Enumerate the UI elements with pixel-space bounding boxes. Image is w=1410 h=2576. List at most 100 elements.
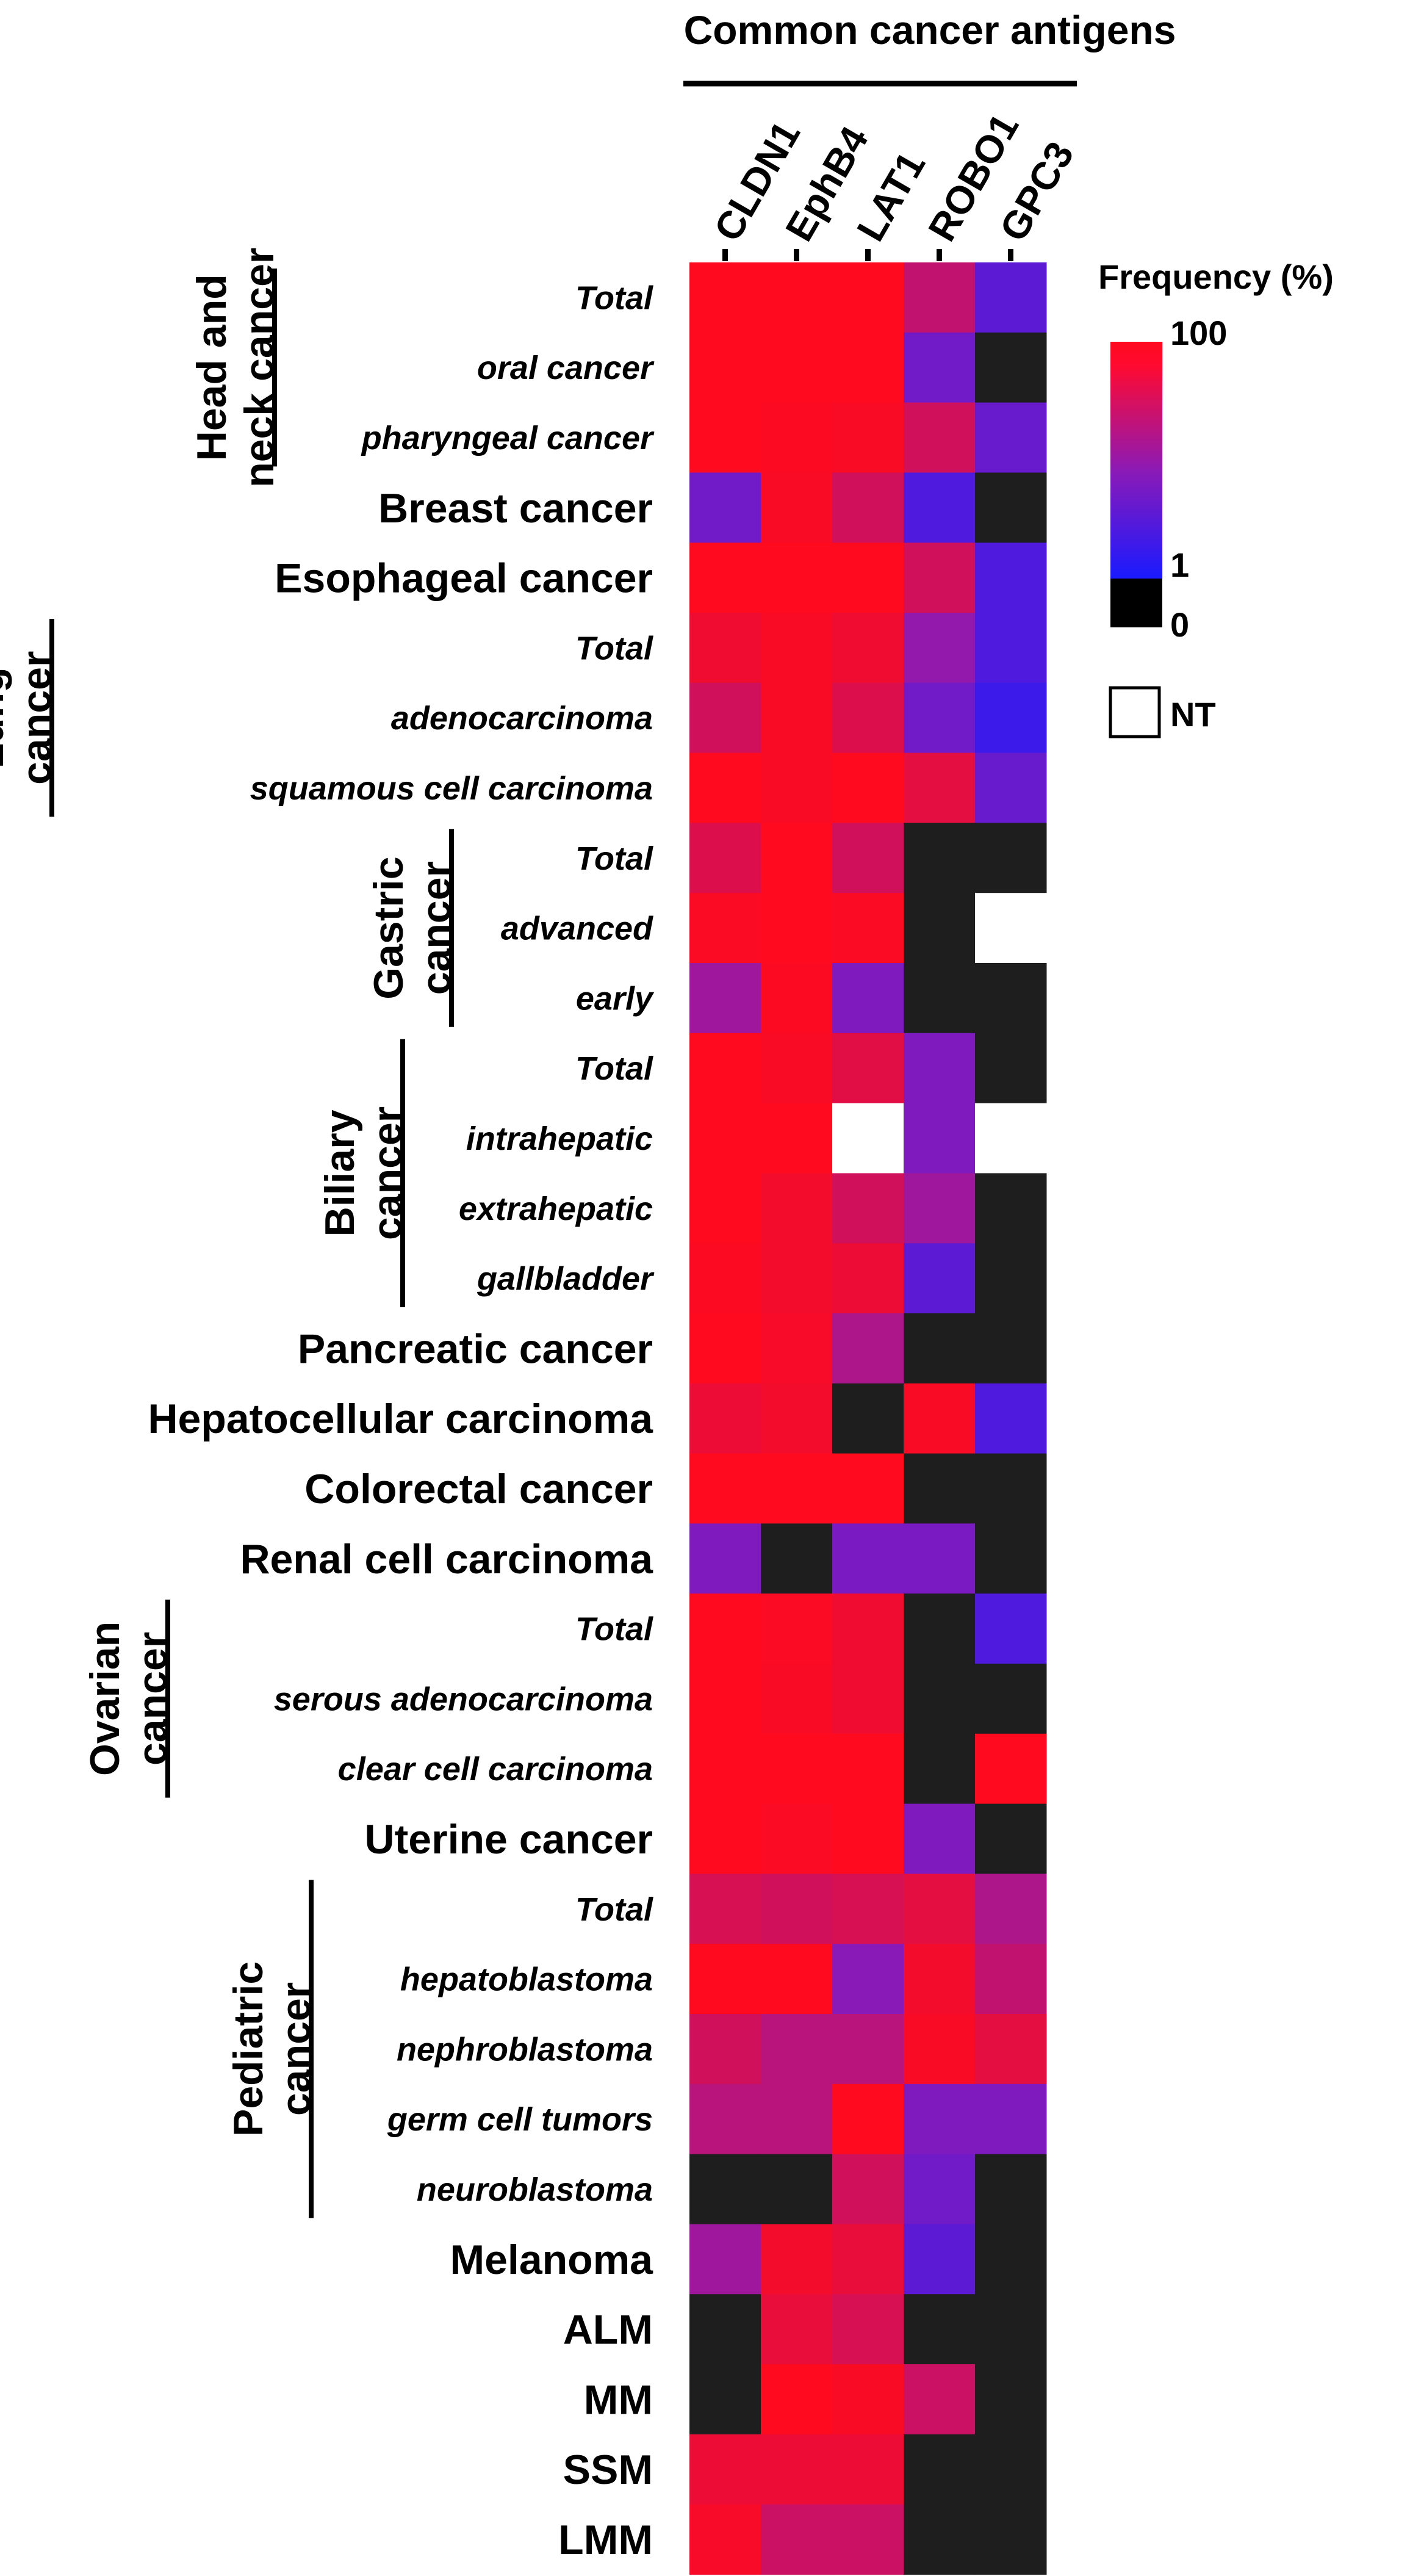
heatmap-cell [689, 823, 761, 893]
heatmap-cell [761, 2084, 833, 2155]
row-label: Total [575, 280, 653, 316]
heatmap-cell [975, 1383, 1047, 1454]
heatmap-cell [832, 402, 904, 473]
heatmap-cell [689, 1313, 761, 1384]
heatmap-cell [689, 1243, 761, 1314]
heatmap-cell [832, 1803, 904, 1874]
heatmap-cell [689, 1944, 761, 2015]
heatmap-cell [975, 262, 1047, 333]
heatmap-cell [975, 1173, 1047, 1244]
heatmap-cell [761, 1874, 833, 1944]
heatmap-cell [832, 2504, 904, 2575]
heatmap-cell [975, 1523, 1047, 1594]
heatmap-cell [975, 402, 1047, 473]
heatmap-cell [975, 613, 1047, 684]
heatmap-cell [832, 1593, 904, 1664]
row-label: pharyngeal cancer [361, 420, 655, 456]
heatmap-cell [689, 613, 761, 684]
heatmap-cell [832, 2084, 904, 2155]
heatmap-cell [904, 1313, 976, 1384]
group-label: Head andneck cancer [189, 248, 282, 488]
heatmap-cell [761, 613, 833, 684]
legend-max-label: 100 [1170, 314, 1227, 352]
heatmap-cell [975, 2504, 1047, 2575]
heatmap-cell [904, 2294, 976, 2365]
heatmap-cell [904, 1033, 976, 1104]
row-label: gallbladder [477, 1261, 655, 1297]
heatmap-cell [975, 682, 1047, 754]
row-label: Hepatocellular carcinoma [148, 1396, 653, 1442]
heatmap-cell [832, 2294, 904, 2365]
row-label: MM [584, 2376, 653, 2423]
heatmap-cell [975, 472, 1047, 543]
heatmap-cell [904, 1803, 976, 1874]
heatmap-cell [832, 472, 904, 543]
row-label: SSM [563, 2447, 653, 2493]
heatmap-cell [904, 543, 976, 613]
heatmap-cell [761, 262, 833, 333]
row-label: Melanoma [450, 2237, 653, 2283]
row-label: hepatoblastoma [400, 1961, 653, 1998]
heatmap-cell [975, 1593, 1047, 1664]
heatmap-cell [761, 1944, 833, 2015]
heatmap-cells [689, 262, 1047, 2575]
row-label: ALM [563, 2307, 653, 2353]
heatmap-cell [904, 2364, 976, 2435]
heatmap-cell [975, 1664, 1047, 1734]
heatmap-cell [689, 262, 761, 333]
heatmap-cell [761, 1523, 833, 1594]
heatmap-cell [689, 2084, 761, 2155]
heatmap-cell [761, 402, 833, 473]
heatmap-cell [904, 2504, 976, 2575]
heatmap-cell [904, 1173, 976, 1244]
heatmap-cell [904, 752, 976, 823]
row-label: Breast cancer [378, 485, 653, 532]
row-label: Colorectal cancer [304, 1466, 653, 1512]
row-label: Total [575, 840, 653, 877]
heatmap-cell [832, 1944, 904, 2015]
heatmap-cell [904, 1383, 976, 1454]
heatmap-cell [689, 2014, 761, 2085]
heatmap-cell [832, 1523, 904, 1594]
row-label: Renal cell carcinoma [240, 1536, 653, 1582]
heatmap-cell [904, 1243, 976, 1314]
row-label: adenocarcinoma [391, 700, 653, 737]
heatmap-cell [904, 1733, 976, 1805]
heatmap-cell [904, 472, 976, 543]
heatmap-cell [904, 2014, 976, 2085]
heatmap-cell [761, 2364, 833, 2435]
heatmap-cell [761, 2434, 833, 2505]
heatmap-cell [832, 752, 904, 823]
heatmap-cell [904, 613, 976, 684]
legend-nt-label: NT [1170, 695, 1216, 734]
heatmap-cell [761, 1173, 833, 1244]
row-label: serous adenocarcinoma [274, 1681, 653, 1717]
heatmap-cell [975, 1803, 1047, 1874]
heatmap-cell [761, 1733, 833, 1805]
heatmap-cell [832, 543, 904, 613]
heatmap-cell [689, 402, 761, 473]
heatmap-cell [975, 893, 1047, 964]
heatmap-cell [975, 1313, 1047, 1384]
heatmap-cell [689, 472, 761, 543]
row-label: Total [575, 1611, 653, 1648]
heatmap-cell [832, 2364, 904, 2435]
heatmap-cell [904, 402, 976, 473]
heatmap-cell [832, 1453, 904, 1524]
heatmap-cell [904, 2154, 976, 2224]
heatmap-cell [975, 332, 1047, 403]
row-label: LMM [558, 2517, 653, 2563]
heatmap-cell [975, 1243, 1047, 1314]
heatmap-cell [832, 963, 904, 1034]
heatmap-cell [689, 1664, 761, 1734]
heatmap-cell [689, 332, 761, 403]
row-labels: Total oral cancer pharyngeal cancer Breast … [148, 280, 655, 2563]
heatmap-cell [761, 2294, 833, 2365]
heatmap-cell [689, 2294, 761, 2365]
heatmap-cell [832, 1383, 904, 1454]
heatmap-cell [832, 1173, 904, 1244]
heatmap-cell [832, 1313, 904, 1384]
heatmap-cell [761, 1453, 833, 1524]
heatmap-cell [761, 1313, 833, 1384]
